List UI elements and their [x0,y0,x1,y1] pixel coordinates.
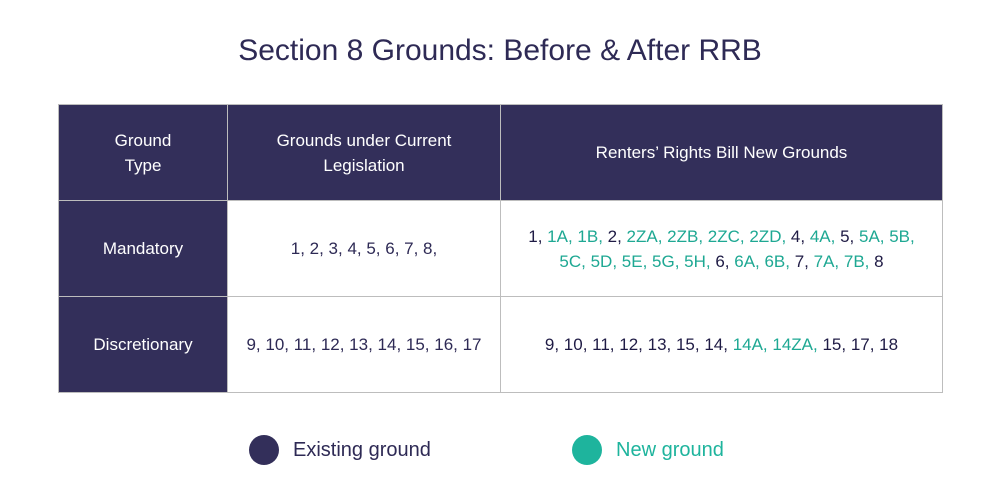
header-current-grounds: Grounds under Current Legislation [227,104,501,201]
new-ground-dot-icon [572,435,602,465]
header-ground-type: Ground Type [58,104,228,201]
table-row-mandatory: Mandatory 1, 2, 3, 4, 5, 6, 7, 8, 1, 1A,… [58,200,943,297]
legend-existing: Existing ground [249,434,431,466]
row-type-mandatory: Mandatory [58,200,228,297]
existing-ground-segment: 5, [840,226,859,246]
new-ground-segment: 2ZA, 2ZB, 2ZC, 2ZD, [626,226,791,246]
row-type-discretionary: Discretionary [58,296,228,393]
new-ground-segment: 6A, 6B, [734,251,795,271]
current-grounds-mandatory: 1, 2, 3, 4, 5, 6, 7, 8, [227,200,501,297]
table-row-discretionary: Discretionary 9, 10, 11, 12, 13, 14, 15,… [58,296,943,393]
existing-ground-segment: 7, [794,251,814,271]
current-grounds-discretionary: 9, 10, 11, 12, 13, 14, 15, 16, 17 [227,296,501,393]
new-ground-segment: 14A, 14ZA, [732,335,823,354]
new-ground-segment: 4A, [809,226,841,246]
new-ground-segment: 7A, 7B, [813,251,875,271]
new-grounds-mandatory: 1, 1A, 1B, 2, 2ZA, 2ZB, 2ZC, 2ZD, 4, 4A,… [500,200,943,297]
new-ground-segment: 5A, 5B, 5C, 5D, 5E, 5G, 5H, [559,226,915,271]
legend-new: New ground [572,434,724,466]
legend-existing-label: Existing ground [293,438,431,461]
new-ground-segment: 1A, 1B, [547,226,608,246]
existing-ground-segment: 8 [874,251,884,271]
page-title: Section 8 Grounds: Before & After RRB [238,34,762,67]
existing-ground-segment: 6, [715,251,735,271]
existing-ground-segment: 1, [528,226,548,246]
table-header-row: Ground Type Grounds under Current Legisl… [58,104,943,201]
existing-ground-dot-icon [249,435,279,465]
legend-new-label: New ground [616,438,724,461]
existing-ground-segment: 9, 10, 11, 12, 13, 15, 14, [544,335,733,354]
grounds-table: Ground Type Grounds under Current Legisl… [58,104,943,393]
new-grounds-discretionary: 9, 10, 11, 12, 13, 15, 14, 14A, 14ZA, 15… [500,296,943,393]
existing-ground-segment: 2, [607,226,627,246]
header-new-grounds: Renters’ Rights Bill New Grounds [500,104,943,201]
existing-ground-segment: 15, 17, 18 [822,335,899,354]
existing-ground-segment: 4, [790,226,810,246]
